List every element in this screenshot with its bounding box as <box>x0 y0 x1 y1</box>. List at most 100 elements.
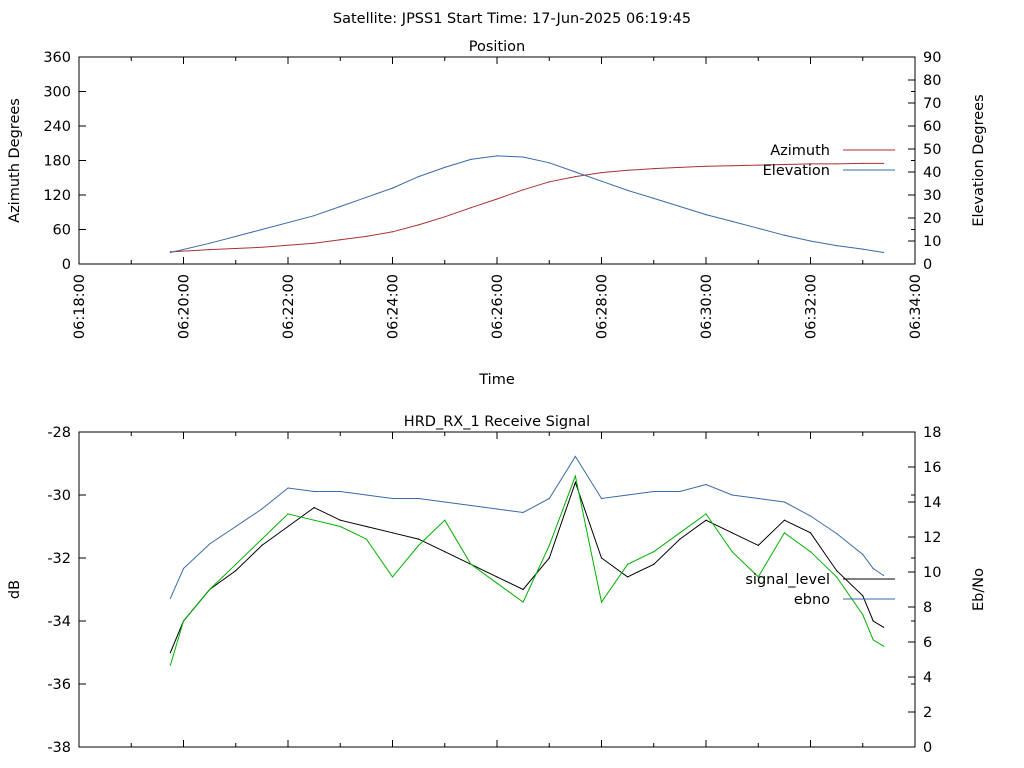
y-tick-label: 60 <box>53 223 71 239</box>
series-elevation-point <box>862 248 864 250</box>
series-unlabeled-point <box>600 601 603 603</box>
y2-tick-label: 40 <box>923 165 941 181</box>
series-azimuth-point <box>470 207 472 209</box>
series-elevation-point <box>653 197 655 199</box>
series-elevation-point <box>705 214 707 216</box>
series-azimuth-point <box>757 164 759 166</box>
y2-tick-label: 20 <box>923 211 941 227</box>
series-elevation-point <box>783 234 786 236</box>
series-signal-level-point <box>600 557 603 559</box>
y2-tick-label: 12 <box>923 530 941 546</box>
series-azimuth-point <box>261 246 263 248</box>
y2-axis-label: Elevation Degrees <box>971 94 987 226</box>
series-unlabeled-point <box>809 551 812 553</box>
y-tick-label: 0 <box>62 257 71 273</box>
series-azimuth-point <box>783 163 786 166</box>
series-signal-level-point <box>653 563 655 565</box>
y2-tick-label: 90 <box>923 50 941 66</box>
y-axis-label: dB <box>7 580 23 599</box>
series-ebno-point <box>235 525 237 528</box>
x-tick-label: 06:24:00 <box>386 274 402 339</box>
series-unlabeled-point <box>653 551 655 553</box>
series-azimuth-point <box>627 169 629 171</box>
series-unlabeled-point <box>339 525 341 528</box>
series-elevation-point <box>548 162 550 164</box>
series-signal-level-line <box>169 480 884 653</box>
series-azimuth-point <box>653 168 655 170</box>
series-azimuth-point <box>574 176 577 178</box>
series-unlabeled-point <box>574 475 577 477</box>
y2-tick-label: 16 <box>923 460 941 476</box>
series-azimuth-point <box>600 172 603 174</box>
series-azimuth-point <box>391 231 394 233</box>
series-ebno-point <box>862 553 864 556</box>
series-ebno-point <box>470 504 472 507</box>
series-azimuth-point <box>522 189 524 191</box>
series-ebno-point <box>548 497 550 500</box>
series-ebno-point <box>731 494 733 496</box>
series-ebno-point <box>574 455 577 458</box>
series-ebno-point <box>653 490 655 493</box>
series-ebno-point <box>365 494 367 496</box>
series-unlabeled-point <box>705 513 707 515</box>
series-unlabeled-point <box>836 576 838 578</box>
series-ebno-point <box>783 501 786 503</box>
y2-tick-label: 6 <box>923 635 932 651</box>
series-azimuth-point <box>496 198 498 200</box>
y2-tick-label: 60 <box>923 119 941 135</box>
y2-tick-label: 2 <box>923 705 932 721</box>
series-unlabeled-point <box>757 576 759 578</box>
series-azimuth-point <box>862 162 864 164</box>
legend-label: Elevation <box>763 163 830 179</box>
y-tick-label: -38 <box>47 740 71 756</box>
series-unlabeled-point <box>883 645 885 647</box>
series-ebno-point <box>287 487 289 489</box>
series-signal-level-point <box>235 570 237 572</box>
series-signal-level-point <box>872 620 874 622</box>
series-unlabeled-point <box>418 544 420 547</box>
series-unlabeled-point <box>235 563 237 565</box>
series-elevation-point <box>261 228 263 231</box>
series-signal-level-point <box>836 570 838 572</box>
series-unlabeled-point <box>365 538 367 540</box>
series-signal-level-point <box>705 519 707 521</box>
y-tick-label: 240 <box>43 119 71 135</box>
series-signal-level-point <box>339 519 341 521</box>
series-unlabeled-point <box>522 601 524 603</box>
series-elevation-point <box>470 158 472 160</box>
series-ebno-point <box>444 501 446 503</box>
y2-tick-label: 4 <box>923 670 932 686</box>
series-unlabeled-point <box>679 532 681 534</box>
series-elevation-point <box>391 187 394 189</box>
series-signal-level-point <box>287 525 289 528</box>
series-signal-level-point <box>522 588 524 591</box>
series-elevation-point <box>731 220 733 222</box>
x-tick-label: 06:18:00 <box>72 274 88 339</box>
y2-tick-label: 0 <box>923 740 932 756</box>
y-tick-label: -32 <box>47 551 71 567</box>
series-azimuth-point <box>836 163 838 165</box>
series-signal-level-point <box>261 544 263 547</box>
series-signal-level-point <box>862 595 864 597</box>
series-elevation-point <box>313 215 315 217</box>
series-unlabeled-point <box>313 519 315 521</box>
y2-tick-label: 30 <box>923 188 941 204</box>
series-signal-level-point <box>679 538 681 540</box>
y-tick-label: -34 <box>47 614 71 630</box>
series-ebno-point <box>182 567 185 570</box>
series-ebno-point <box>705 483 707 486</box>
series-unlabeled-point <box>862 614 864 616</box>
series-ebno-point <box>627 494 629 496</box>
series-azimuth-line <box>170 162 884 253</box>
series-unlabeled-point <box>548 544 550 547</box>
x-tick-label: 06:26:00 <box>490 274 506 339</box>
page-title: Satellite: JPSS1 Start Time: 17-Jun-2025… <box>333 11 691 27</box>
series-ebno-point <box>496 508 498 510</box>
series-signal-level-point <box>496 576 498 578</box>
series-unlabeled-point <box>872 639 874 641</box>
series-signal-level-point <box>809 532 812 534</box>
series-unlabeled-point <box>470 563 472 565</box>
series-elevation-point <box>574 171 577 173</box>
series-ebno-point <box>836 532 838 535</box>
